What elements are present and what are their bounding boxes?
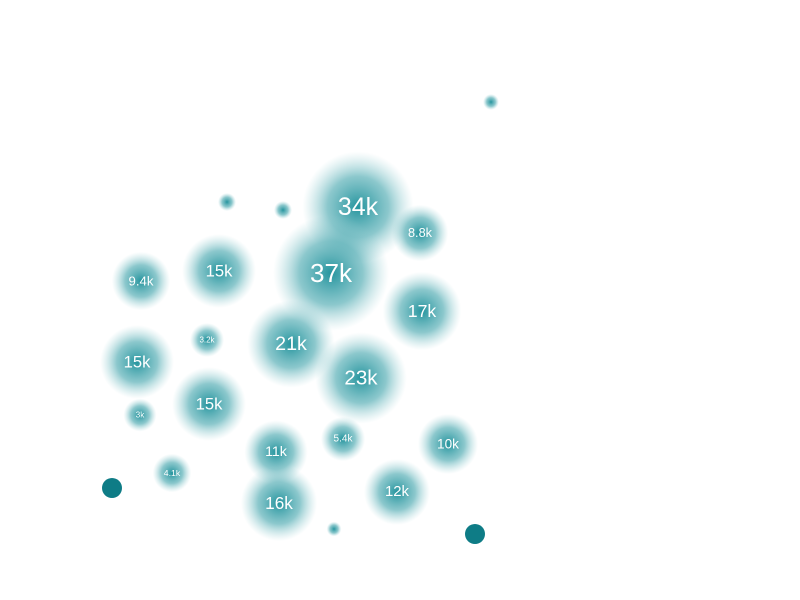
bubble [382, 271, 462, 351]
bubble-label: 21k [275, 333, 307, 355]
solid-marker [102, 478, 122, 498]
solid-marker [465, 524, 485, 544]
bubble [189, 322, 225, 358]
bubble [172, 367, 246, 441]
bubble-label: 8.8k [408, 226, 433, 240]
bubble [315, 332, 407, 424]
bubble-label: 16k [265, 493, 293, 513]
bubble-label: 11k [265, 444, 288, 460]
bubble-label: 12k [385, 484, 410, 500]
bubble [326, 521, 342, 537]
bubble-label: 9.4k [129, 274, 154, 289]
bubble-layer: 34k 37k 8.8k 9.4k 15k 17k 21k 3.2k 15k 23k 15k 3k 5.… [100, 94, 499, 542]
bubble [483, 94, 499, 110]
bubble-label: 15k [196, 395, 223, 414]
bubble [363, 458, 431, 526]
bubble [417, 413, 479, 475]
bubble [320, 416, 366, 462]
bubble [217, 192, 237, 212]
bubble [152, 453, 192, 493]
bubble [247, 300, 335, 388]
bubble-label: 15k [124, 353, 151, 372]
bubble [111, 251, 171, 311]
bubble-label: 34k [338, 193, 379, 221]
bubble-label: 23k [344, 367, 378, 390]
bubble [240, 464, 318, 542]
bubble [273, 200, 293, 220]
bubble [391, 204, 449, 262]
bubble [123, 398, 157, 432]
solid-marker-layer [102, 478, 485, 544]
bubble-label: 4.1k [164, 468, 181, 478]
bubble-label: 3k [136, 411, 145, 420]
bubble [182, 234, 256, 308]
bubble-label: 37k [310, 258, 353, 288]
bubble [100, 325, 174, 399]
bubble-label: 15k [206, 262, 233, 281]
bubble-label: 17k [408, 301, 437, 321]
bubble-label: 3.2k [199, 336, 215, 345]
bubble-label: 5.4k [334, 434, 354, 445]
bubble-label: 10k [437, 437, 459, 452]
